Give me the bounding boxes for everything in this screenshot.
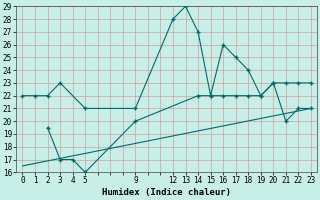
X-axis label: Humidex (Indice chaleur): Humidex (Indice chaleur)	[102, 188, 231, 197]
